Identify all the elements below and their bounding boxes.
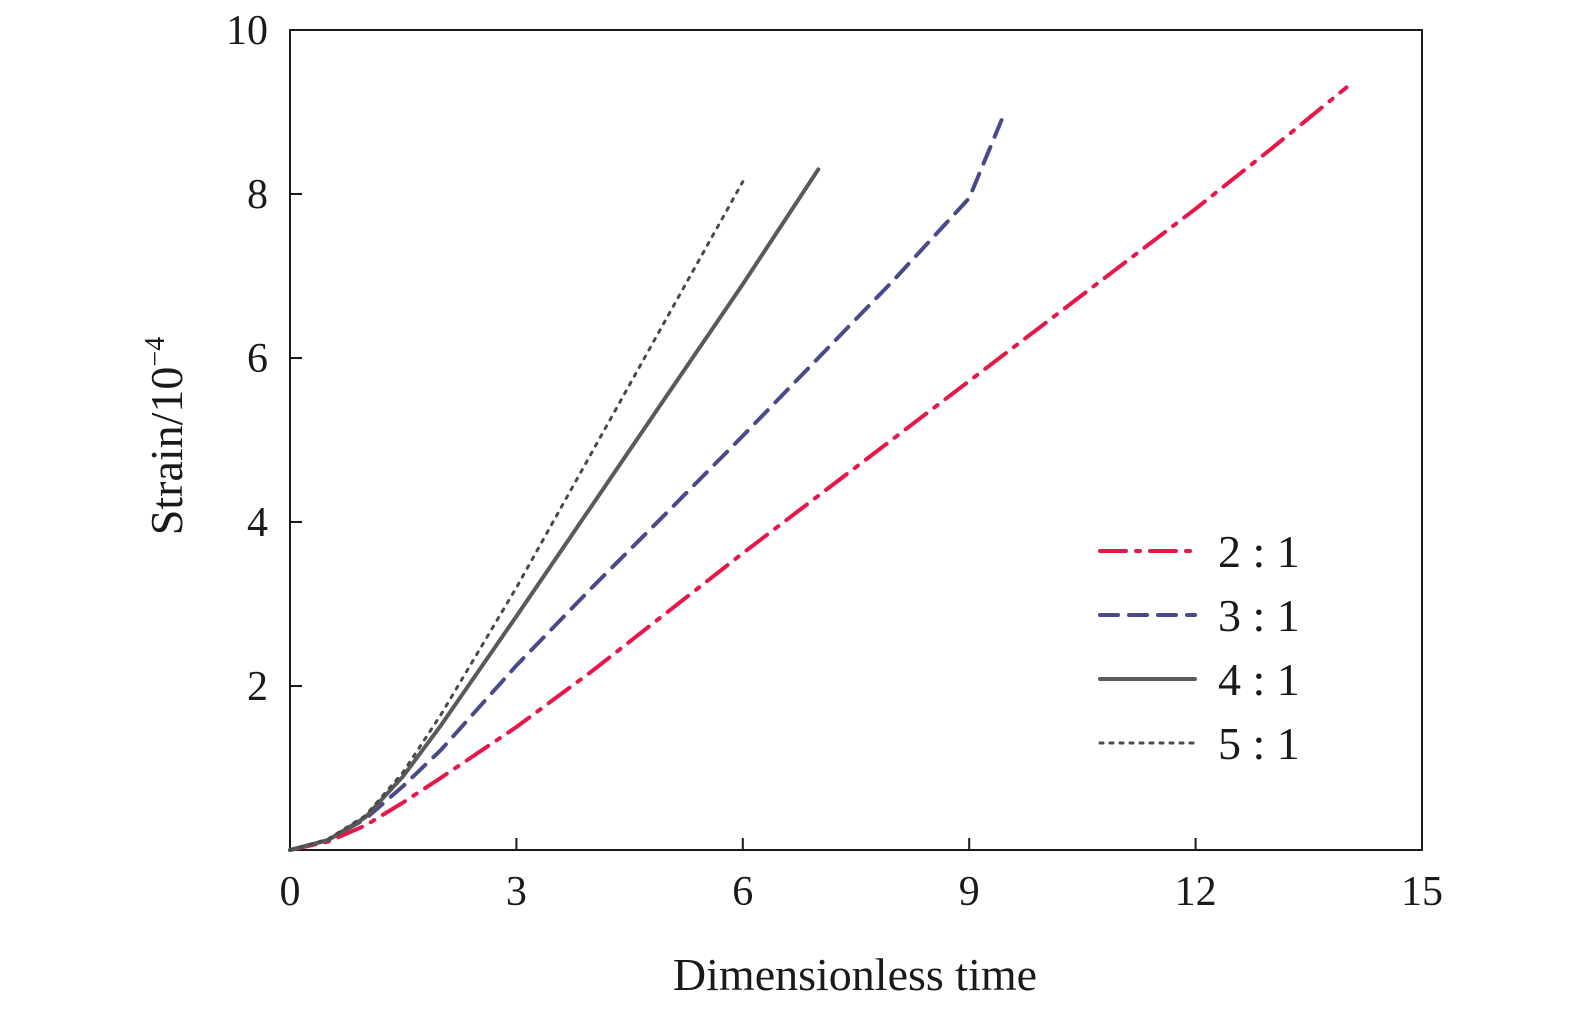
y-axis-label-text: Strain/10 xyxy=(141,367,192,536)
y-tick-label: 2 xyxy=(247,664,268,710)
series-layer xyxy=(288,85,1349,852)
series-line-4 xyxy=(288,180,745,852)
axes-layer: 0 3 6 9 12 15 2 4 6 8 10 xyxy=(226,8,1443,915)
svg-text:Strain/10−4: Strain/10−4 xyxy=(140,337,192,535)
x-tick-label: 6 xyxy=(732,869,753,915)
series-line-2 xyxy=(288,114,1006,852)
legend-label-2: 3 : 1 xyxy=(1218,590,1300,641)
series-line-1 xyxy=(288,85,1349,852)
x-axis-label: Dimensionless time xyxy=(673,949,1037,1000)
x-tick-label: 0 xyxy=(280,869,301,915)
legend: 2 : 1 3 : 1 4 : 1 5 : 1 xyxy=(1098,526,1300,769)
x-tick-label: 15 xyxy=(1401,869,1443,915)
x-tick-label: 9 xyxy=(959,869,980,915)
y-tick-label: 4 xyxy=(247,500,268,546)
y-tick-label: 8 xyxy=(247,172,268,218)
y-axis-label: Strain/10−4 xyxy=(140,337,192,535)
y-tick-label: 10 xyxy=(226,8,268,54)
x-tick-label: 12 xyxy=(1175,869,1217,915)
legend-label-1: 2 : 1 xyxy=(1218,526,1300,577)
y-axis-label-exponent: −4 xyxy=(140,337,171,367)
legend-label-3: 4 : 1 xyxy=(1218,654,1300,705)
legend-label-4: 5 : 1 xyxy=(1218,718,1300,769)
plot-area xyxy=(289,29,1423,851)
x-tick-label: 3 xyxy=(506,869,527,915)
y-tick-label: 6 xyxy=(247,336,268,382)
plot-frame xyxy=(289,29,1423,851)
series-line-3 xyxy=(288,167,821,852)
